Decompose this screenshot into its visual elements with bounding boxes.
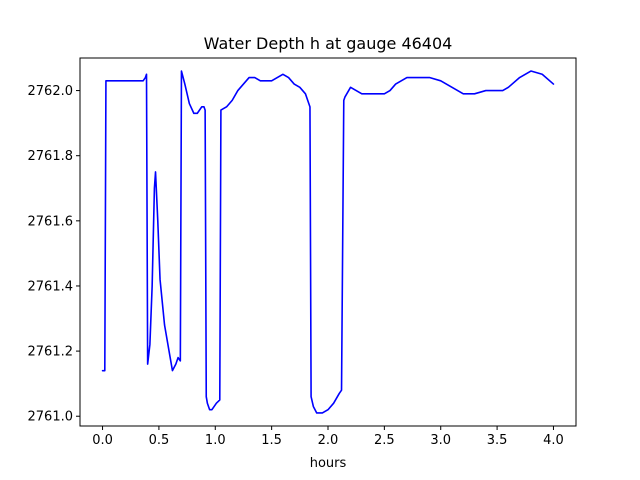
x-tick-label: 2.5 <box>374 433 395 448</box>
y-tick-label: 2761.4 <box>28 279 74 294</box>
y-tick-label: 2761.2 <box>28 345 74 360</box>
x-tick-label: 3.0 <box>430 433 451 448</box>
x-tick-label: 4.0 <box>543 433 564 448</box>
y-tick-label: 2761.6 <box>28 214 74 229</box>
series-line-0 <box>101 70 555 414</box>
y-tick-label: 2762.0 <box>28 84 74 99</box>
x-tick-label: 3.5 <box>487 433 508 448</box>
x-tick-label: 0.5 <box>149 433 170 448</box>
x-tick-label: 1.0 <box>205 433 226 448</box>
x-tick-label: 2.0 <box>318 433 339 448</box>
chart-title: Water Depth h at gauge 46404 <box>204 34 453 53</box>
x-tick-label: 1.5 <box>261 433 282 448</box>
x-axis-label: hours <box>310 456 347 471</box>
plot-area: 0.0 0.5 1.0 1.5 2.0 2.5 3.0 3.5 4.0 2761.0 2761.2 2… <box>28 57 577 448</box>
y-tick-label: 2761.0 <box>28 410 74 425</box>
x-tick-label: 0.0 <box>92 433 113 448</box>
y-tick-label: 2761.8 <box>28 149 74 164</box>
